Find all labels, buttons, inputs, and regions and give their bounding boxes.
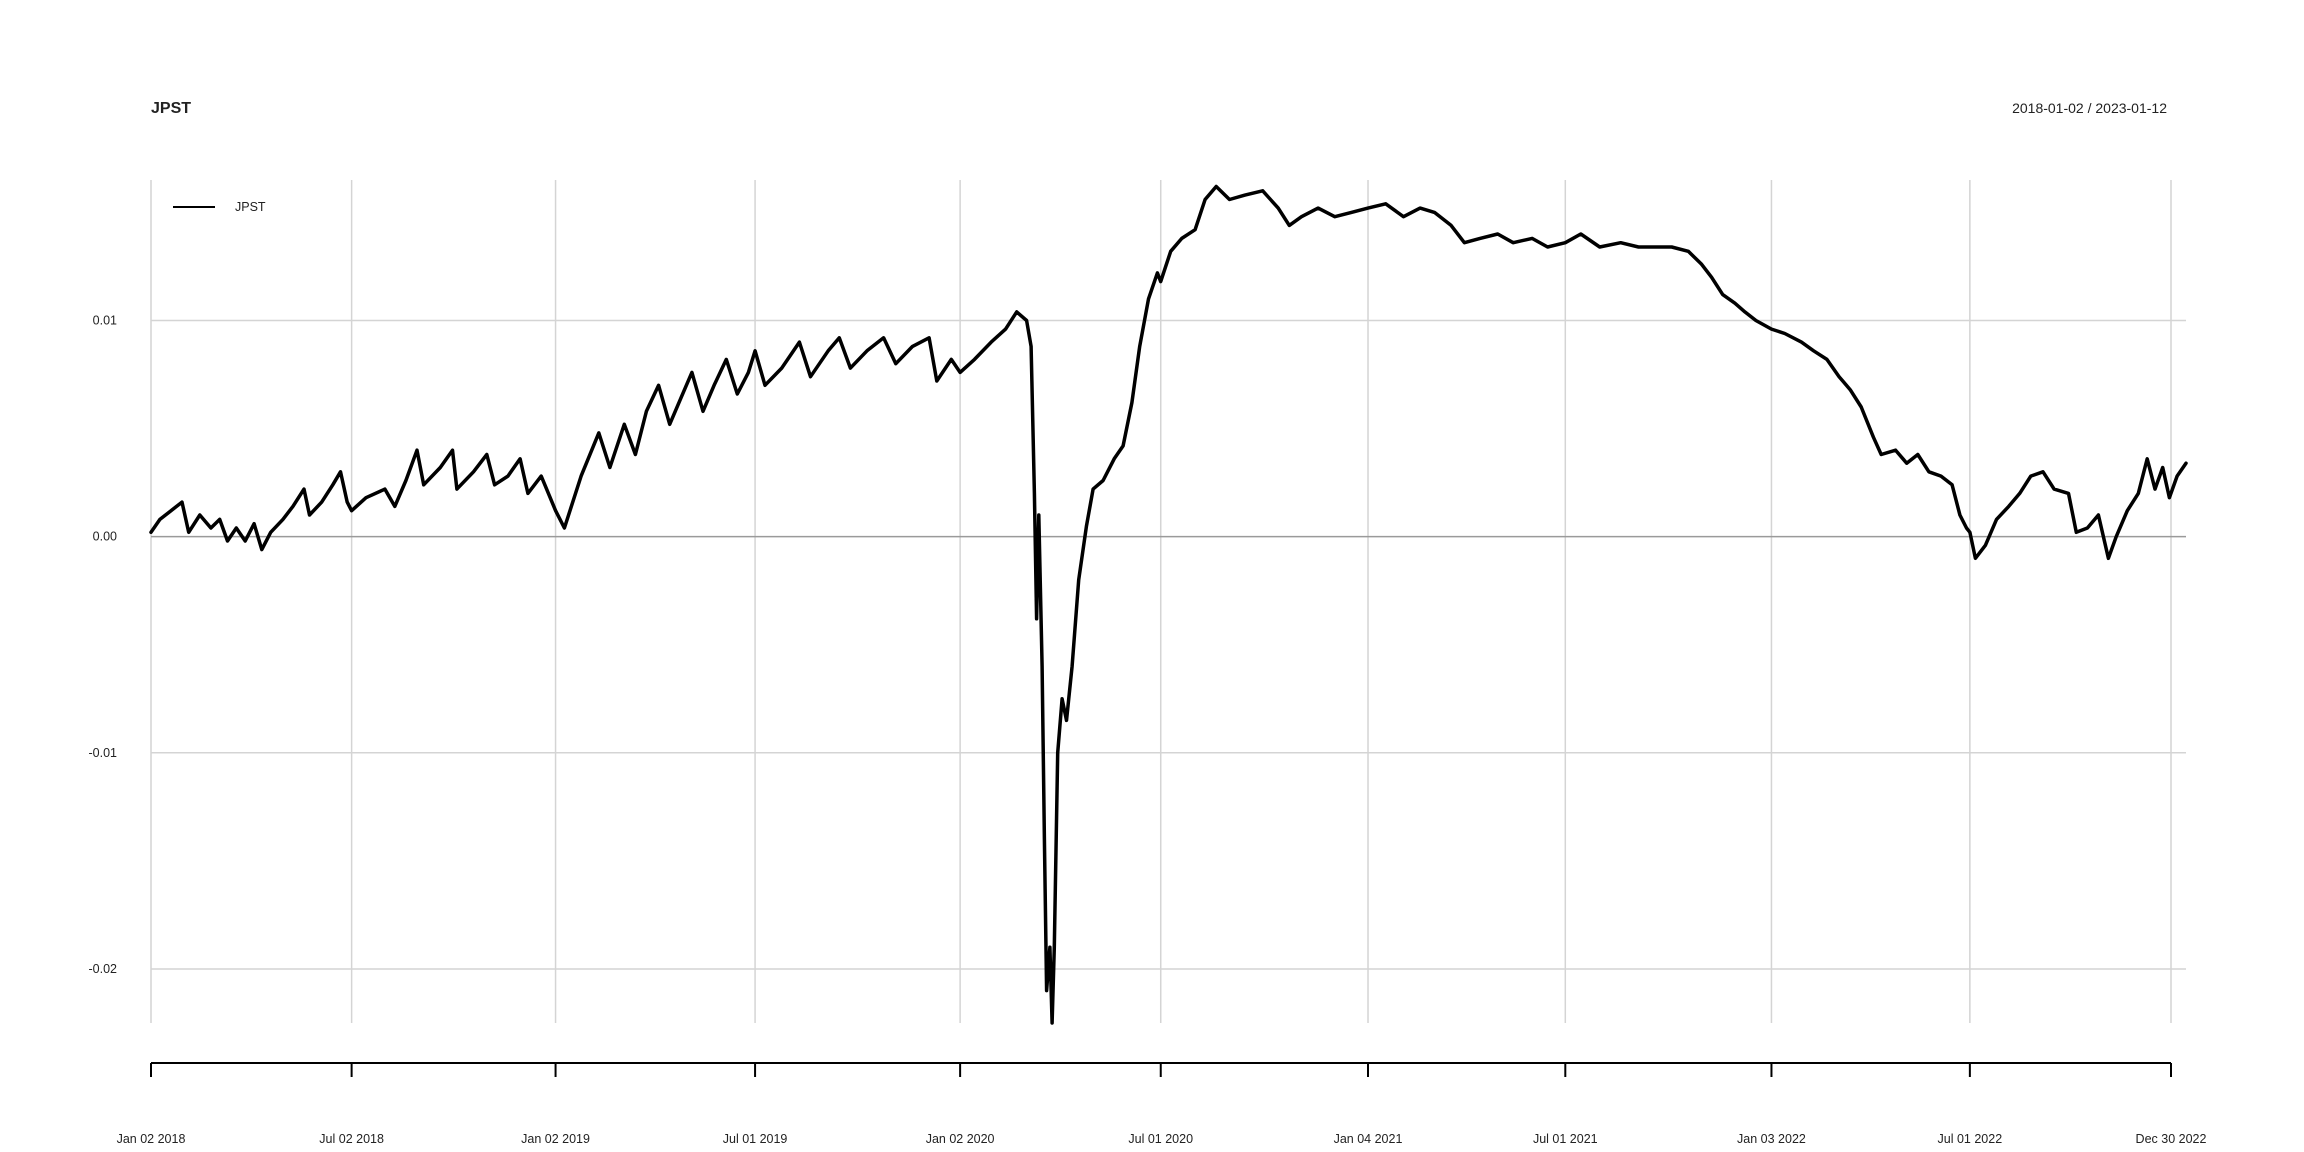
x-tick-label: Jul 01 2021	[1533, 1132, 1598, 1146]
x-tick-label: Jul 01 2020	[1128, 1132, 1193, 1146]
date-range-label: 2018-01-02 / 2023-01-12	[2012, 100, 2167, 116]
x-tick-label: Jul 01 2022	[1938, 1132, 2003, 1146]
y-tick-label: 0.00	[93, 530, 117, 544]
x-tick-label: Jan 02 2018	[117, 1132, 186, 1146]
y-tick-label: -0.01	[89, 746, 118, 760]
legend: JPST	[173, 200, 266, 214]
x-tick-label: Jan 02 2020	[926, 1132, 995, 1146]
chart-title: JPST	[151, 100, 191, 117]
series-layer	[149, 184, 2188, 1025]
y-axis-labels: 0.01 0.00 -0.01 -0.02	[89, 314, 118, 976]
x-tick-label: Dec 30 2022	[2136, 1132, 2207, 1146]
x-axis-labels: Jan 02 2018 Jul 02 2018 Jan 02 2019 Jul 01 …	[117, 1132, 2207, 1146]
x-tick-label: Jul 01 2019	[723, 1132, 788, 1146]
x-tick-label: Jan 03 2022	[1737, 1132, 1806, 1146]
x-tick-label: Jan 02 2019	[521, 1132, 590, 1146]
horizontal-gridlines	[151, 319, 2186, 970]
x-tick-label: Jul 02 2018	[319, 1132, 384, 1146]
x-axis-ticks	[150, 1063, 2172, 1077]
y-tick-label: -0.02	[89, 962, 118, 976]
x-tick-label: Jan 04 2021	[1334, 1132, 1403, 1146]
legend-label-jpst: JPST	[235, 200, 266, 214]
y-tick-label: 0.01	[93, 314, 117, 328]
series-line-jpst	[149, 184, 2188, 1025]
